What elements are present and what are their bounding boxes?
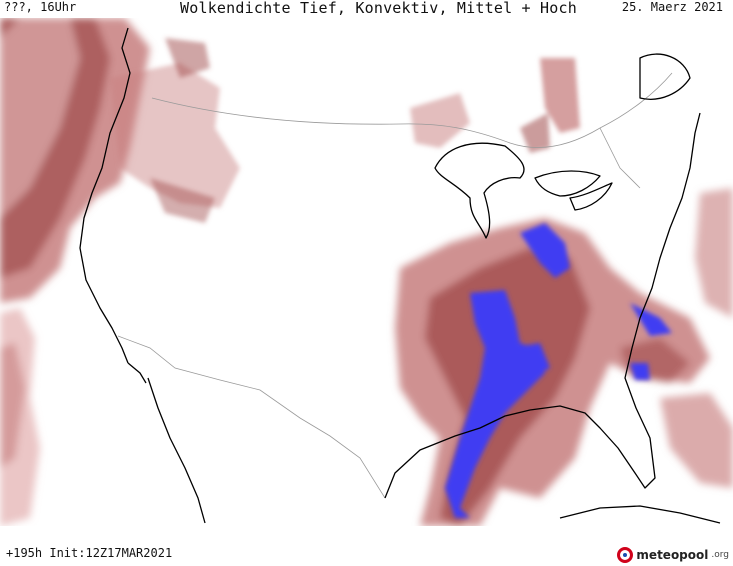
location-time-label: ???, 16Uhr bbox=[4, 0, 77, 14]
map-title: Wolkendichte Tief, Konvektiv, Mittel + H… bbox=[180, 0, 577, 17]
logo-wordmark: meteopool bbox=[636, 548, 709, 562]
cloud-field-convective-core bbox=[445, 223, 672, 518]
cloud-field-pacific-south bbox=[0, 308, 40, 526]
political-borders bbox=[117, 72, 673, 499]
coastlines bbox=[79, 27, 721, 524]
map-canvas bbox=[0, 18, 733, 526]
model-run-info: +195h Init:12Z17MAR2021 bbox=[6, 546, 173, 560]
meteopool-logo[interactable]: meteopool .org bbox=[617, 547, 729, 563]
forecast-date: 25. Maerz 2021 bbox=[621, 0, 723, 14]
cloud-field-great-lakes bbox=[410, 58, 580, 153]
meteopool-logo-icon bbox=[617, 547, 634, 563]
cloud-field-northern-plains bbox=[110, 38, 240, 223]
cloud-cover-map bbox=[0, 18, 733, 526]
cloud-field-atlantic-east bbox=[660, 188, 733, 488]
logo-tld: .org bbox=[711, 550, 729, 560]
